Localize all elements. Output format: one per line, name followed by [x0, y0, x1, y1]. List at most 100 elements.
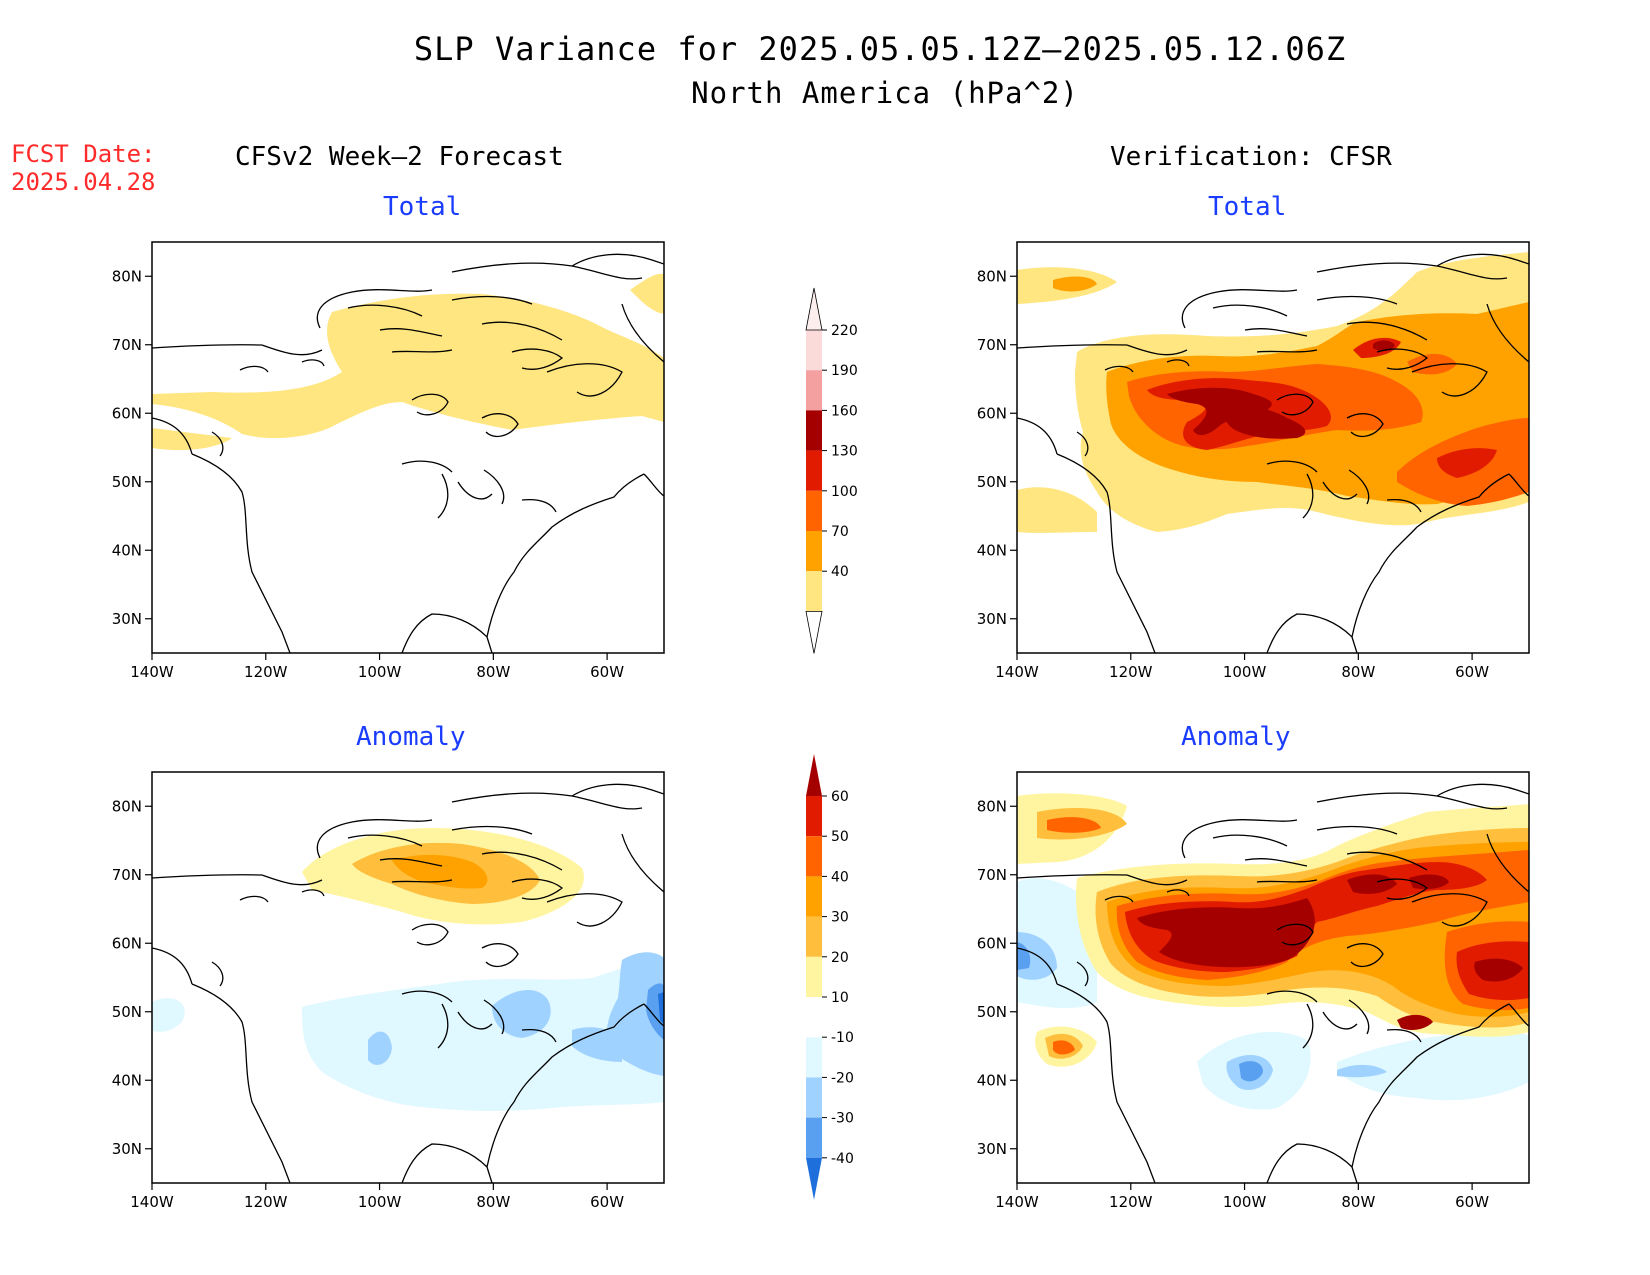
- colorbar-anomaly-label: -20: [831, 1070, 854, 1086]
- lon-tick-label: 120W: [244, 1193, 288, 1211]
- lat-tick-label: 40N: [112, 1071, 142, 1089]
- axis-labels-panel-4: 140W 120W 100W 80W 60W 80N 70N 60N 50N 40N 30N: [977, 797, 1490, 1211]
- lat-tick-label: 60N: [112, 934, 142, 952]
- forecast-column-heading: CFSv2 Week–2 Forecast: [235, 142, 564, 172]
- colorbar-total-label: 190: [831, 363, 858, 379]
- colorbar-anomaly-label: 20: [831, 950, 849, 966]
- map-axis-labels: 140W 120W 100W 80W 60W80N70N60N50N40N30N140W…: [112, 267, 1490, 1211]
- lat-tick-label: 40N: [112, 541, 142, 559]
- colorbar-swatch: [806, 956, 822, 997]
- colorbar-total-label: 130: [831, 444, 858, 460]
- lon-tick-label: 60W: [590, 663, 624, 681]
- anomaly-colorbar: 60 50 40 30 20 10 -10 -20 -30 -40: [806, 754, 854, 1200]
- lat-tick-label: 50N: [977, 1003, 1007, 1021]
- lon-tick-label: 60W: [1455, 1193, 1489, 1211]
- forecast-anomaly-title: Anomaly: [356, 722, 466, 752]
- colorbar-anomaly-label: 40: [831, 869, 849, 885]
- lon-tick-label: 120W: [1109, 1193, 1153, 1211]
- lon-tick-label: 60W: [590, 1193, 624, 1211]
- lat-tick-label: 70N: [112, 866, 142, 884]
- lon-tick-label: 100W: [1223, 663, 1267, 681]
- lat-tick-label: 80N: [977, 797, 1007, 815]
- colorbar-anomaly-label: -30: [831, 1111, 854, 1127]
- colorbar-anomaly-label: -10: [831, 1030, 854, 1046]
- lat-tick-label: 60N: [112, 404, 142, 422]
- colorbar-anomaly-label: 50: [831, 829, 849, 845]
- verification-total-title: Total: [1208, 192, 1287, 222]
- lat-tick-label: 80N: [977, 267, 1007, 285]
- lon-tick-label: 80W: [476, 1193, 510, 1211]
- lon-tick-label: 100W: [1223, 1193, 1267, 1211]
- lon-tick-label: 80W: [1341, 1193, 1375, 1211]
- colorbar-anomaly-label: -40: [831, 1151, 854, 1167]
- main-title: SLP Variance for 2025.05.05.12Z–2025.05.…: [413, 30, 1347, 68]
- main-subtitle: North America (hPa^2): [691, 76, 1079, 110]
- lat-tick-label: 30N: [112, 1140, 142, 1158]
- lat-tick-label: 30N: [977, 1140, 1007, 1158]
- verification-anomaly-contours: [1017, 783, 1529, 1183]
- verification-column-heading: Verification: CFSR: [1110, 142, 1392, 172]
- verification-total-map: [1016, 241, 1530, 654]
- colorbar-swatch: [806, 571, 822, 612]
- lon-tick-label: 120W: [244, 663, 288, 681]
- colorbar-swatch: [806, 997, 822, 1038]
- colorbar-swatch: [806, 330, 822, 371]
- forecast-date-label: FCST Date:: [11, 140, 156, 168]
- verification-anomaly-title: Anomaly: [1181, 722, 1291, 752]
- colorbar-swatch: [806, 916, 822, 957]
- lat-tick-label: 70N: [112, 336, 142, 354]
- colorbar-swatch: [806, 490, 822, 531]
- lon-tick-label: 140W: [995, 663, 1039, 681]
- colorbar-bottom-arrow: [805, 611, 823, 654]
- lon-tick-label: 60W: [1455, 663, 1489, 681]
- colorbar-swatch: [806, 1077, 822, 1118]
- colorbar-top-arrow: [805, 287, 823, 331]
- lon-tick-label: 140W: [130, 1193, 174, 1211]
- lat-tick-label: 70N: [977, 336, 1007, 354]
- colorbar-swatch: [806, 796, 822, 837]
- lat-tick-label: 30N: [977, 610, 1007, 628]
- colorbar-total-label: 160: [831, 403, 858, 419]
- colorbar-total-label: 70: [831, 524, 849, 540]
- forecast-anomaly-map: [151, 771, 665, 1184]
- lat-tick-label: 60N: [977, 404, 1007, 422]
- verification-total-contours: [1017, 252, 1529, 653]
- colorbar-swatch: [806, 410, 822, 451]
- forecast-total-title: Total: [383, 192, 462, 222]
- lon-tick-label: 80W: [476, 663, 510, 681]
- lat-tick-label: 50N: [112, 473, 142, 491]
- colorbar-swatch: [806, 450, 822, 491]
- lat-tick-label: 40N: [977, 541, 1007, 559]
- axis-labels-panel-2: 140W 120W 100W 80W 60W 80N 70N 60N 50N 40N 30N: [977, 267, 1490, 681]
- lat-tick-label: 50N: [112, 1003, 142, 1021]
- colorbar-swatch: [806, 876, 822, 917]
- lat-tick-label: 50N: [977, 473, 1007, 491]
- colorbar-top-arrow: [806, 754, 822, 796]
- total-colorbar: 40 70 100 130 160 190 220: [805, 287, 858, 654]
- forecast-total-map: [151, 241, 665, 654]
- forecast-date-value: 2025.04.28: [11, 168, 156, 196]
- axis-labels-panel-3: 140W 120W 100W 80W 60W 80N 70N 60N 50N 40N 30N: [112, 797, 625, 1211]
- forecast-anomaly-contours: [152, 783, 664, 1183]
- lat-tick-label: 60N: [977, 934, 1007, 952]
- colorbar-anomaly-label: 60: [831, 789, 849, 805]
- colorbar-bottom-arrow: [806, 1157, 822, 1200]
- lon-tick-label: 100W: [358, 1193, 402, 1211]
- verification-anomaly-map: [1016, 771, 1530, 1184]
- lat-tick-label: 80N: [112, 797, 142, 815]
- colorbar-total-label: 40: [831, 564, 849, 580]
- lon-tick-label: 140W: [995, 1193, 1039, 1211]
- axis-labels-panel-1: 140W 120W 100W 80W 60W 80N 70N 60N 50N 40N 30N: [112, 267, 625, 681]
- lon-tick-label: 100W: [358, 663, 402, 681]
- colorbar-swatch: [806, 531, 822, 572]
- lat-tick-label: 40N: [977, 1071, 1007, 1089]
- lon-tick-label: 80W: [1341, 663, 1375, 681]
- lon-tick-label: 140W: [130, 663, 174, 681]
- lon-tick-label: 120W: [1109, 663, 1153, 681]
- lat-tick-label: 70N: [977, 866, 1007, 884]
- lat-tick-label: 30N: [112, 610, 142, 628]
- colorbar-swatch: [806, 1117, 822, 1158]
- colorbar-anomaly-label: 10: [831, 990, 849, 1006]
- colorbar-swatch: [806, 836, 822, 877]
